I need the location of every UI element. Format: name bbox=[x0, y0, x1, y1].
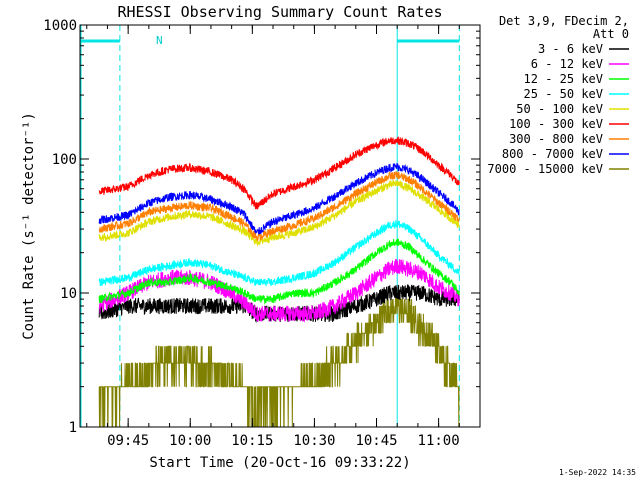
x-tick-label: 10:00 bbox=[169, 433, 211, 449]
y-tick-label: 1000 bbox=[43, 18, 77, 34]
x-axis: 09:45 10:00 10:15 10:30 10:45 11:00 bbox=[86, 25, 481, 449]
legend-label: 7000 - 15000 keV bbox=[487, 162, 603, 176]
legend-label: 100 - 300 keV bbox=[509, 117, 603, 131]
x-tick-label: 10:15 bbox=[231, 433, 273, 449]
x-tick-label: 10:45 bbox=[355, 433, 397, 449]
legend-header-line-1: Det 3,9, FDecim 2, bbox=[499, 14, 629, 28]
y-tick-label: 1 bbox=[69, 420, 77, 436]
timestamp: 1-Sep-2022 14:35 bbox=[559, 468, 636, 477]
legend-label: 12 - 25 keV bbox=[524, 72, 603, 86]
legend-label: 300 - 800 keV bbox=[509, 132, 603, 146]
y-axis: 1 10 100 1000 bbox=[43, 18, 480, 436]
y-tick-label: 10 bbox=[60, 286, 77, 302]
x-tick-label: 09:45 bbox=[107, 433, 149, 449]
legend-header-line-2: Att 0 bbox=[593, 27, 629, 41]
series-line-12-25keV bbox=[98, 238, 460, 305]
legend-label: 3 - 6 keV bbox=[538, 42, 603, 56]
series-line-300-800keV bbox=[98, 171, 460, 242]
plot-frame bbox=[79, 24, 481, 428]
y-axis-label: Count Rate (s⁻¹ detector⁻¹) bbox=[21, 112, 37, 340]
x-tick-label: 11:00 bbox=[418, 433, 460, 449]
series-line-100-300keV bbox=[98, 136, 460, 210]
x-tick-label: 10:30 bbox=[293, 433, 335, 449]
x-axis-label: Start Time (20-Oct-16 09:33:22) bbox=[149, 455, 410, 471]
chart-title: RHESSI Observing Summary Count Rates bbox=[117, 3, 442, 21]
series-line-25-50keV bbox=[98, 220, 460, 287]
series-layer bbox=[98, 136, 460, 428]
y-tick-label: 100 bbox=[52, 152, 77, 168]
series-line-50-100keV bbox=[98, 179, 460, 247]
legend-label: 6 - 12 keV bbox=[531, 57, 603, 71]
night-label: N bbox=[156, 34, 163, 47]
legend-label: 800 - 7000 keV bbox=[502, 147, 603, 161]
legend-label: 25 - 50 keV bbox=[524, 87, 603, 101]
series-line-7000-15000keV bbox=[98, 292, 460, 428]
series-line-800-7000keV bbox=[98, 163, 460, 235]
legend-label: 50 - 100 keV bbox=[516, 102, 603, 116]
